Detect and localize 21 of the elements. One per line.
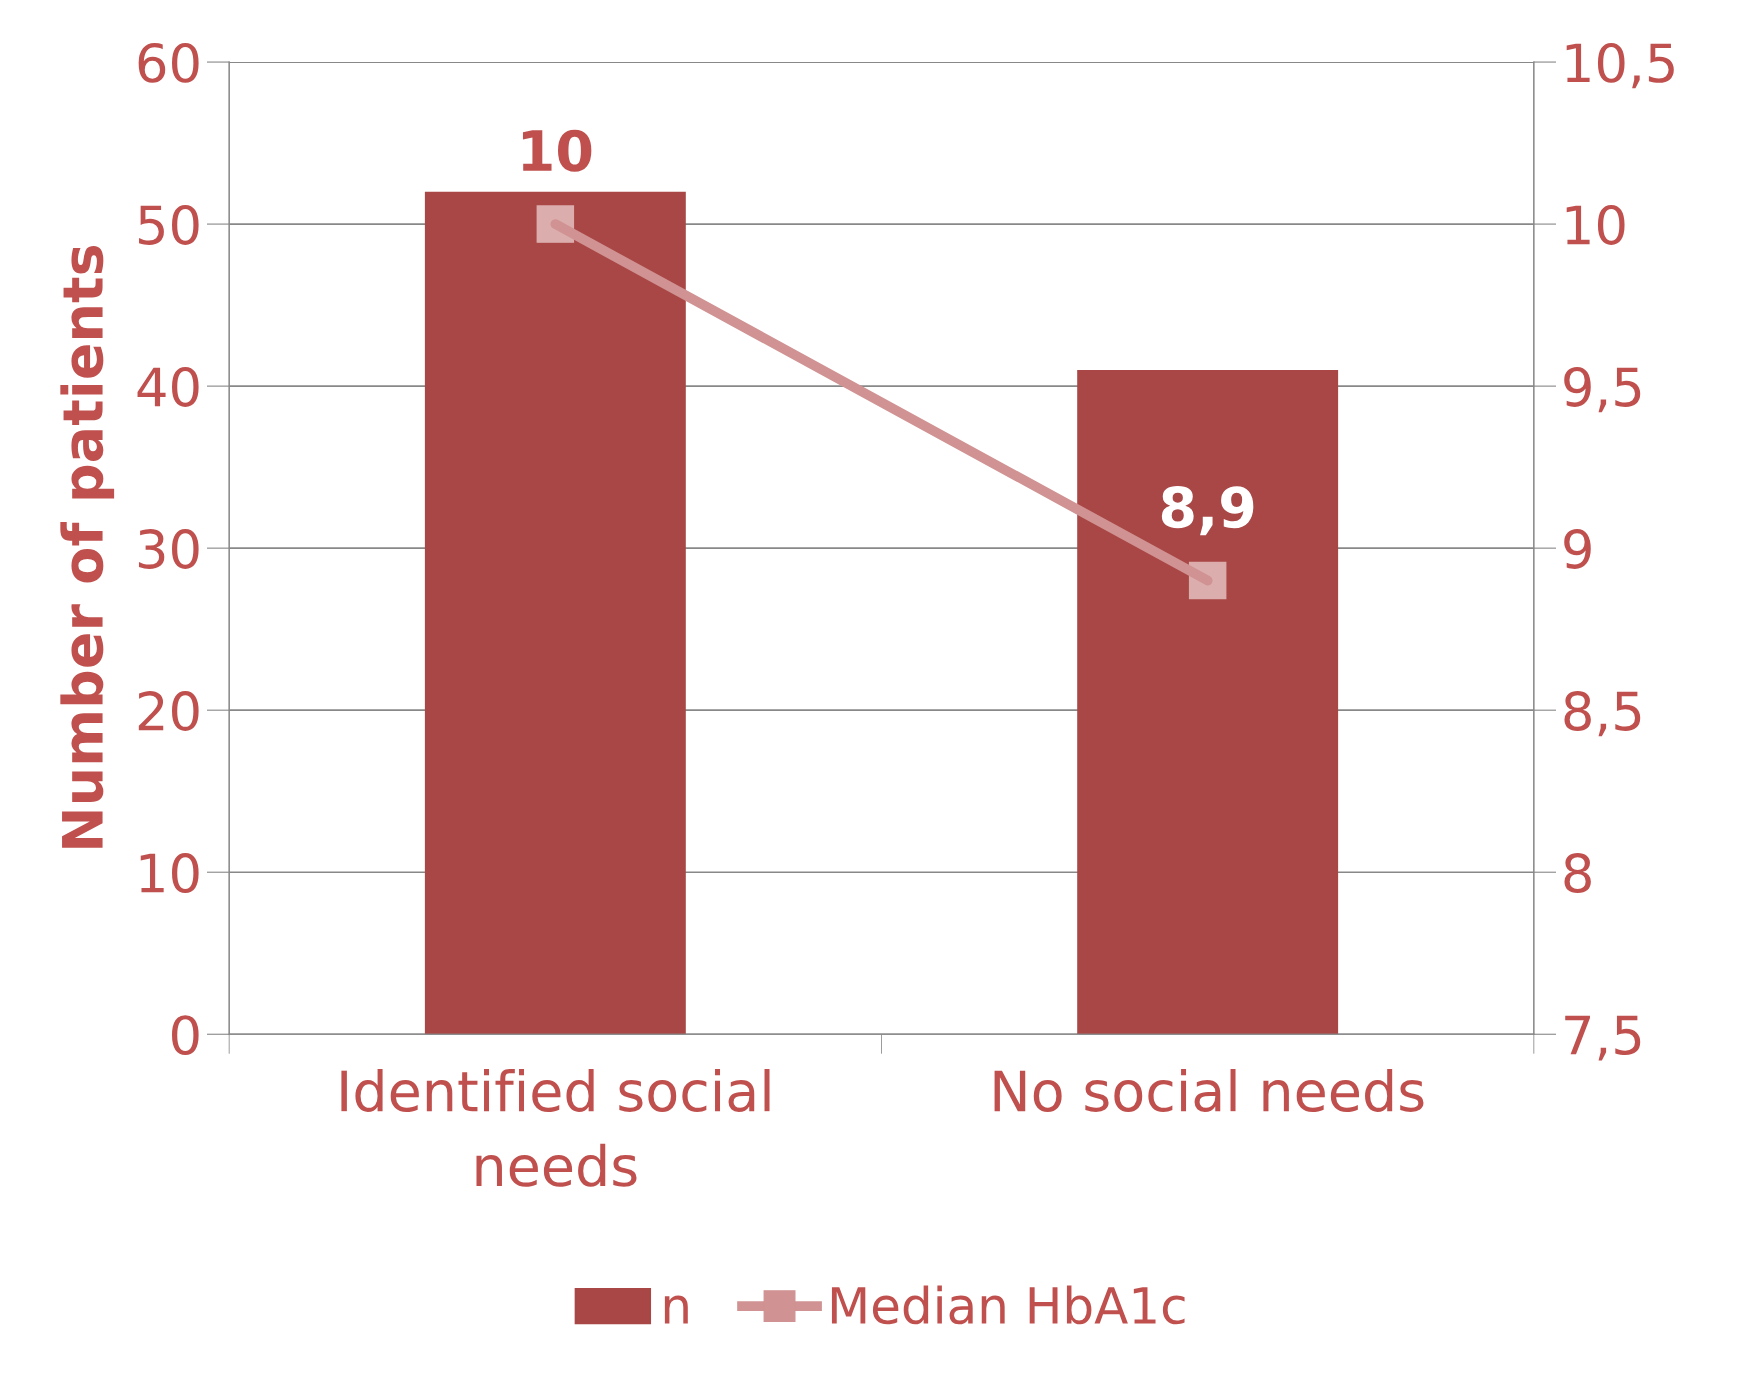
y2-tick-label: 10,5 (1566, 42, 1674, 89)
y2-tick-label: 7,5 (1565, 1015, 1641, 1061)
y2-tick-label: 9 (1564, 529, 1591, 569)
y-tick-label: 40 (137, 367, 199, 407)
x-tick-label: No social needs (994, 1068, 1424, 1112)
y-tick-label: 60 (138, 42, 199, 83)
y-tick-label: 20 (138, 691, 199, 731)
data-label: 10 (522, 129, 592, 172)
x-tick-label: Identified social needs (341, 1068, 770, 1187)
y-tick-label: 10 (140, 853, 199, 894)
y-axis-title: Number of patients (60, 246, 115, 848)
y2-tick-label: 8,5 (1564, 691, 1641, 737)
legend-label: n (664, 1295, 688, 1324)
y-tick-label: 0 (172, 1015, 199, 1056)
y-tick-label: 50 (139, 204, 199, 245)
legend-label: Median HbA1c (831, 1285, 1185, 1325)
y-tick-label: 30 (138, 529, 199, 569)
y2-tick-label: 9,5 (1564, 367, 1641, 413)
y2-tick-label: 10 (1566, 204, 1625, 245)
data-label: 8,9 (1161, 486, 1254, 536)
y2-tick-label: 8 (1564, 853, 1591, 894)
